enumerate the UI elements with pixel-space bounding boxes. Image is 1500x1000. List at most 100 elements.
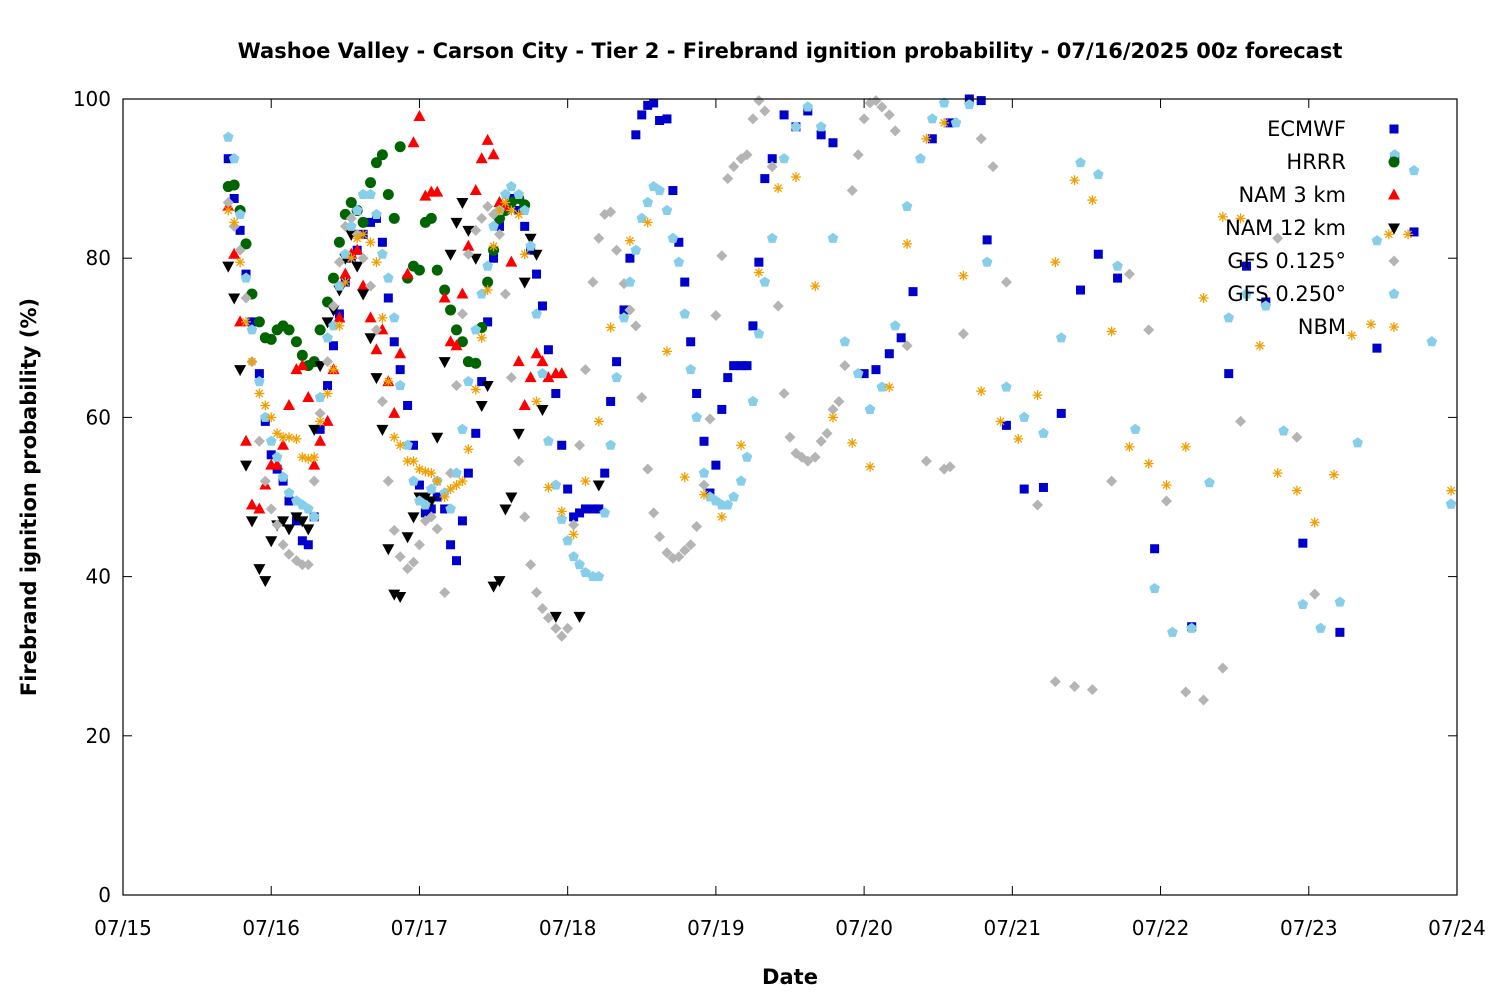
legend-label: NBM — [1298, 315, 1346, 339]
data-point — [574, 439, 586, 451]
data-point — [685, 539, 697, 551]
data-point — [407, 512, 420, 524]
data-point — [253, 564, 266, 576]
data-point — [674, 237, 684, 247]
data-point — [846, 185, 858, 197]
data-point — [1032, 499, 1044, 511]
data-point — [370, 324, 382, 336]
data-point — [302, 503, 314, 514]
data-point — [698, 479, 710, 491]
data-point — [283, 524, 296, 536]
data-point — [438, 357, 451, 369]
data-point — [284, 496, 294, 506]
y-tick-label: 20 — [86, 724, 111, 748]
data-point — [303, 453, 314, 464]
data-point — [469, 184, 482, 196]
data-point — [346, 253, 357, 264]
data-point — [530, 249, 543, 261]
data-point — [519, 249, 530, 260]
data-point — [1335, 627, 1345, 637]
data-point — [394, 347, 407, 359]
data-point — [1143, 458, 1154, 469]
data-point — [266, 450, 276, 460]
data-point — [451, 324, 462, 336]
data-point — [272, 428, 283, 439]
data-point — [222, 196, 234, 208]
data-point — [253, 435, 265, 447]
data-point — [593, 232, 605, 244]
data-point — [419, 492, 432, 504]
data-point — [901, 340, 913, 352]
data-point — [259, 475, 271, 487]
data-point — [431, 523, 443, 535]
data-point — [253, 502, 266, 514]
data-point — [493, 576, 506, 588]
data-point — [407, 136, 420, 148]
data-point — [234, 244, 246, 256]
data-point — [438, 291, 451, 303]
data-point — [382, 544, 395, 556]
data-point — [1445, 498, 1457, 509]
data-point — [1198, 694, 1210, 706]
data-point — [376, 395, 388, 407]
data-point — [1180, 441, 1191, 452]
data-point — [611, 244, 623, 256]
data-point — [767, 154, 777, 164]
data-point — [431, 432, 444, 444]
data-point — [254, 375, 265, 387]
data-point — [290, 512, 303, 524]
data-point — [334, 320, 345, 331]
legend-marker — [1388, 223, 1400, 235]
data-point — [1409, 227, 1419, 237]
data-point — [1242, 261, 1252, 271]
data-point — [624, 235, 635, 246]
data-point — [463, 375, 474, 387]
data-point — [483, 317, 493, 327]
data-point — [1001, 420, 1011, 430]
data-point — [852, 368, 864, 379]
data-point — [446, 540, 456, 550]
data-point — [563, 484, 573, 494]
data-point — [605, 322, 616, 333]
data-point — [265, 435, 277, 446]
data-point — [858, 113, 870, 125]
data-point — [976, 96, 986, 106]
data-point — [741, 149, 753, 161]
data-point — [457, 476, 468, 487]
data-point — [487, 148, 500, 160]
data-point — [532, 269, 542, 279]
data-point — [944, 461, 956, 473]
data-point — [728, 161, 740, 173]
data-point — [247, 317, 257, 327]
data-point — [698, 467, 710, 478]
data-point — [1217, 662, 1229, 674]
data-point — [499, 504, 512, 516]
data-point — [370, 373, 383, 385]
data-point — [327, 272, 339, 284]
data-point — [357, 188, 369, 200]
data-point — [679, 544, 691, 556]
data-point — [896, 333, 906, 343]
data-point — [462, 248, 474, 260]
data-point — [1260, 300, 1272, 311]
data-point — [420, 466, 431, 477]
data-point — [444, 335, 457, 347]
data-point — [691, 411, 702, 422]
data-point — [456, 308, 468, 320]
data-point — [975, 133, 987, 145]
data-point — [555, 367, 568, 379]
data-point — [513, 455, 525, 467]
data-point — [574, 559, 585, 570]
data-point — [265, 536, 278, 548]
data-point — [1235, 213, 1246, 224]
data-point — [1150, 544, 1160, 554]
data-point — [240, 292, 252, 304]
x-tick-label: 07/22 — [1132, 916, 1190, 940]
data-point — [981, 256, 993, 267]
data-point — [351, 204, 363, 215]
data-point — [481, 133, 494, 145]
data-point — [315, 416, 326, 427]
data-point — [668, 186, 678, 196]
data-point — [370, 157, 382, 169]
